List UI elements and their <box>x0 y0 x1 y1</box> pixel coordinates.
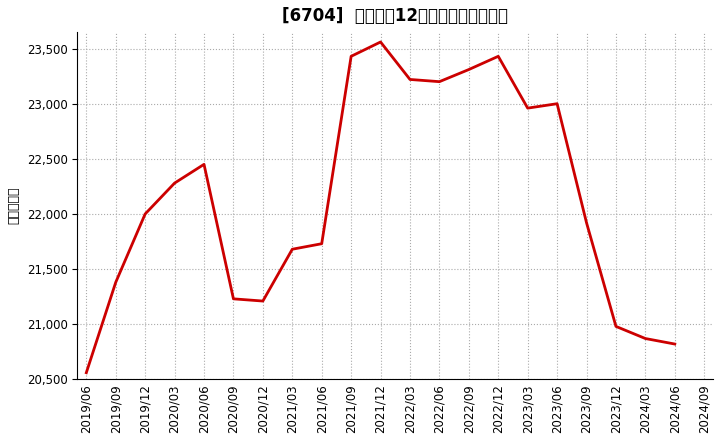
Y-axis label: （百万円）: （百万円） <box>7 187 20 224</box>
Title: [6704]  売上高の12か月移動合計の推移: [6704] 売上高の12か月移動合計の推移 <box>282 7 508 25</box>
